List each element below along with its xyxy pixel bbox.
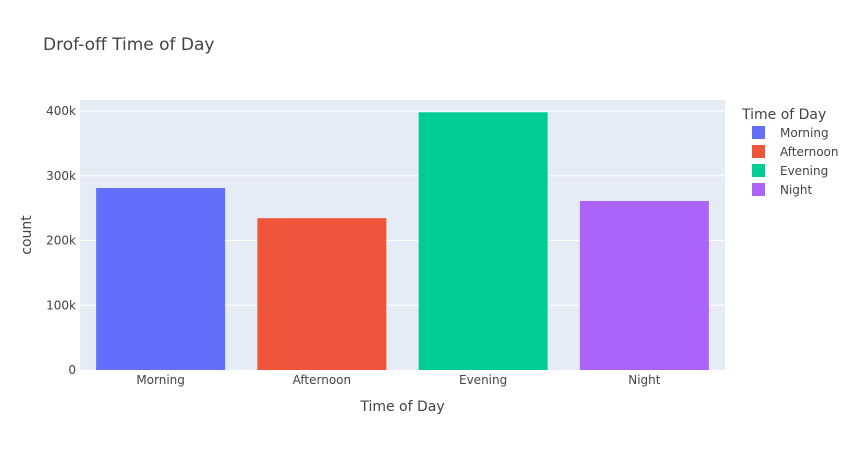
legend-label: Night [780,183,813,197]
chart-title: Drof-off Time of Day [43,35,215,55]
bar-morning[interactable] [96,188,226,370]
legend-swatch [752,145,765,158]
legend-label: Afternoon [780,145,839,159]
y-tick-label: 100k [46,298,76,312]
legend-swatch [752,126,765,139]
y-tick-label: 0 [68,363,76,377]
y-axis-title: count [19,215,35,255]
legend-swatch [752,164,765,177]
y-tick-label: 300k [46,169,76,183]
bar-afternoon[interactable] [257,218,387,370]
bars [96,112,709,370]
bar-night[interactable] [579,201,709,370]
legend-label: Evening [780,164,828,178]
x-tick-label: Night [628,373,661,387]
legend-label: Morning [780,126,829,140]
legend-title: Time of Day [741,107,826,123]
x-tick-label: Evening [459,373,507,387]
legend-item-evening[interactable]: Evening [752,164,828,178]
y-tick-label: 200k [46,234,76,248]
legend: Time of Day Morning Afternoon Evening Night [741,107,839,197]
legend-item-morning[interactable]: Morning [752,126,829,140]
legend-items: Morning Afternoon Evening Night [752,126,839,197]
legend-swatch [752,183,765,196]
legend-item-night[interactable]: Night [752,183,813,197]
x-axis-title: Time of Day [359,399,444,415]
x-axis-ticks: Morning Afternoon Evening Night [136,373,660,387]
y-tick-label: 400k [46,104,76,118]
y-axis-ticks: 0 100k 200k 300k 400k [46,104,76,377]
legend-item-afternoon[interactable]: Afternoon [752,145,839,159]
x-tick-label: Morning [136,373,185,387]
x-tick-label: Afternoon [293,373,352,387]
bar-evening[interactable] [418,112,548,370]
